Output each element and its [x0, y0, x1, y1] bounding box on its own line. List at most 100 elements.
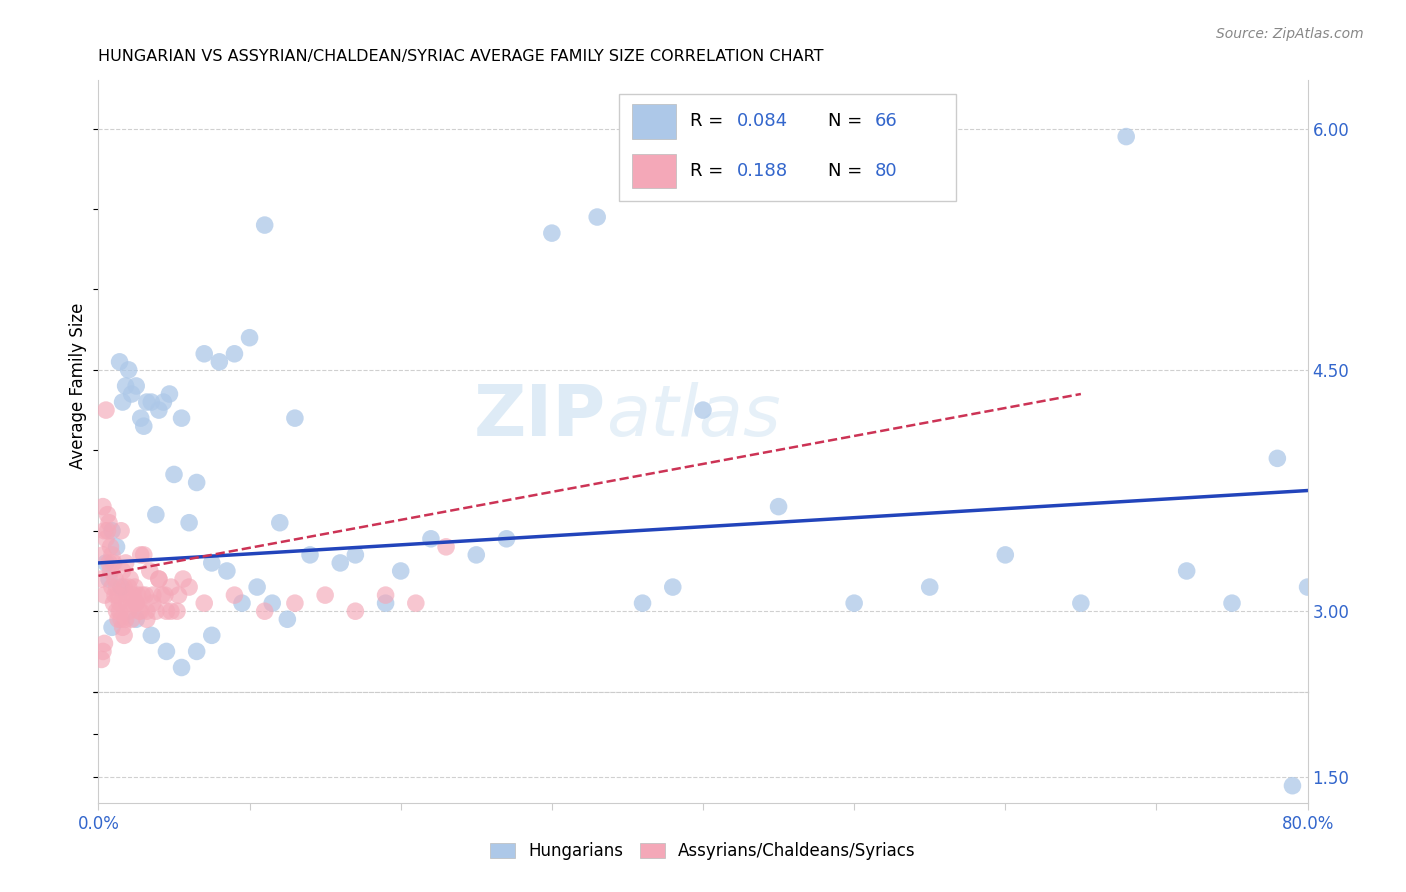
FancyBboxPatch shape: [619, 94, 956, 201]
Point: [142, 588, 165, 602]
Point: [170, 660, 193, 674]
Point: [148, 572, 170, 586]
Point: [121, 596, 143, 610]
Point: [148, 403, 170, 417]
Point: [142, 596, 165, 610]
Point: [105, 540, 128, 554]
Text: 0.188: 0.188: [737, 161, 787, 179]
Point: [112, 580, 135, 594]
Point: [129, 548, 152, 562]
Point: [96, 524, 118, 538]
Point: [110, 612, 132, 626]
Point: [125, 612, 148, 626]
Point: [125, 596, 148, 610]
Point: [262, 596, 284, 610]
Bar: [633, 104, 676, 138]
Point: [91, 548, 114, 562]
Point: [224, 588, 246, 602]
Point: [284, 411, 307, 425]
Point: [540, 226, 562, 240]
Point: [160, 604, 183, 618]
Legend: Hungarians, Assyrians/Chaldeans/Syriacs: Hungarians, Assyrians/Chaldeans/Syriacs: [484, 836, 922, 867]
Text: atlas: atlas: [606, 382, 780, 451]
Point: [141, 628, 163, 642]
Point: [100, 540, 122, 554]
Point: [104, 588, 127, 602]
Point: [201, 556, 224, 570]
Point: [389, 564, 412, 578]
Point: [118, 363, 141, 377]
Point: [132, 419, 155, 434]
Point: [103, 556, 125, 570]
Point: [201, 628, 224, 642]
Point: [155, 604, 177, 618]
Text: R =: R =: [689, 112, 728, 130]
Point: [122, 588, 145, 602]
Point: [127, 588, 149, 602]
Point: [125, 596, 148, 610]
Point: [120, 572, 142, 586]
Point: [135, 612, 157, 626]
Point: [153, 588, 176, 602]
Point: [253, 604, 276, 618]
Point: [224, 347, 246, 361]
Point: [299, 548, 322, 562]
Point: [231, 596, 253, 610]
Point: [179, 580, 201, 594]
Point: [284, 596, 307, 610]
Y-axis label: Average Family Size: Average Family Size: [69, 302, 87, 469]
Point: [844, 596, 866, 610]
Point: [129, 411, 152, 425]
Point: [253, 218, 276, 232]
Point: [90, 572, 112, 586]
Point: [132, 548, 155, 562]
Point: [1296, 580, 1319, 594]
Point: [93, 524, 115, 538]
Point: [110, 580, 132, 594]
Point: [994, 548, 1017, 562]
Point: [129, 604, 152, 618]
Point: [661, 580, 683, 594]
Point: [145, 604, 167, 618]
Point: [276, 612, 298, 626]
Point: [115, 588, 138, 602]
Point: [121, 387, 143, 401]
Point: [344, 604, 367, 618]
Point: [344, 548, 367, 562]
Point: [768, 500, 790, 514]
Point: [150, 588, 173, 602]
Point: [692, 403, 714, 417]
Text: ZIP: ZIP: [474, 382, 606, 451]
Point: [135, 604, 157, 618]
Point: [495, 532, 517, 546]
Point: [186, 644, 208, 658]
Point: [105, 580, 128, 594]
Point: [208, 355, 231, 369]
Point: [159, 387, 181, 401]
Point: [114, 556, 136, 570]
Point: [1267, 451, 1289, 466]
Point: [465, 548, 488, 562]
Point: [101, 548, 124, 562]
Text: 0.084: 0.084: [737, 112, 787, 130]
Point: [111, 564, 134, 578]
Bar: [633, 153, 676, 188]
Point: [405, 596, 427, 610]
Point: [124, 580, 146, 594]
Point: [141, 395, 163, 409]
Point: [112, 628, 135, 642]
Point: [172, 572, 194, 586]
Point: [148, 572, 170, 586]
Text: 80: 80: [875, 161, 897, 179]
Text: 66: 66: [875, 112, 898, 130]
Point: [107, 588, 129, 602]
Text: R =: R =: [689, 161, 734, 179]
Point: [101, 580, 124, 594]
Point: [1220, 596, 1243, 610]
Point: [114, 612, 136, 626]
Point: [94, 403, 117, 417]
Point: [193, 596, 215, 610]
Point: [163, 467, 186, 482]
Point: [128, 604, 150, 618]
Text: N =: N =: [828, 161, 868, 179]
